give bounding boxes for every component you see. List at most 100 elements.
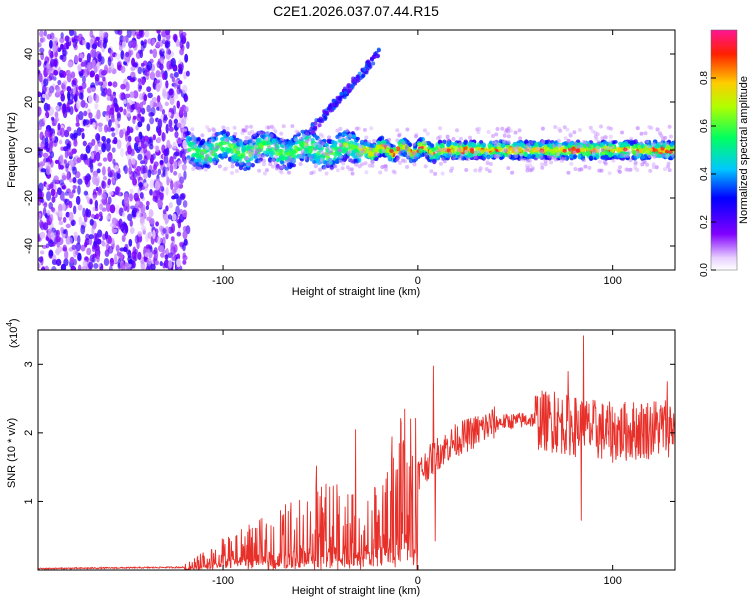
spectrogram-cell: [510, 170, 515, 175]
spectrogram-cell: [293, 137, 298, 142]
spectrogram-cell: [200, 151, 205, 156]
spectrogram-cell: [190, 127, 195, 132]
spectrogram-cell: [661, 153, 666, 158]
spectrogram-cell: [515, 144, 520, 149]
spectrogram-cell: [145, 200, 150, 207]
spectrogram-cell: [165, 80, 169, 89]
spectrogram-cell: [298, 154, 303, 159]
spectrogram-cell: [536, 146, 541, 151]
spectrogram-cell: [337, 132, 343, 137]
spectrogram-cell: [468, 135, 473, 140]
spectrogram-cell: [77, 37, 82, 42]
spectrogram-cell: [77, 234, 81, 245]
spectrogram-cell: [488, 162, 493, 167]
spectrogram-cell: [597, 159, 602, 164]
spectrogram-cell: [473, 151, 478, 156]
spectrogram-cell: [101, 166, 106, 176]
spectrogram-cell: [159, 63, 164, 71]
spectrogram-cell: [423, 128, 428, 133]
spectrogram-cell: [182, 200, 188, 208]
spectrogram-cell: [137, 251, 142, 261]
spectrogram-cell: [45, 243, 50, 249]
spectrogram-cell: [40, 140, 45, 150]
spectrogram-cell: [137, 146, 142, 151]
spectrogram-cell: [149, 100, 154, 108]
spectrogram-cell: [203, 163, 208, 168]
spectrogram-cell: [55, 229, 60, 237]
spectrogram-cell: [405, 164, 410, 169]
spectrogram-cell: [171, 195, 176, 200]
spectrogram-cell: [83, 68, 89, 78]
spectrogram-cell: [169, 164, 174, 174]
spectrogram-cell: [81, 82, 87, 90]
spectrogram-cell: [183, 116, 188, 121]
spectrogram-cell: [109, 169, 115, 178]
spectrogram-cell: [607, 152, 613, 158]
spectrogram-cell: [45, 147, 50, 152]
colorbar-tick-label: 0.0: [699, 263, 710, 277]
spectrogram-plot-area: [38, 30, 675, 270]
spectrogram-cell: [338, 97, 343, 102]
spectrogram-cell: [148, 138, 153, 144]
spectrogram-cell: [322, 152, 327, 157]
spectrogram-cell: [96, 109, 101, 120]
spectrogram-cell: [588, 125, 593, 130]
spectrogram-cell: [91, 43, 98, 50]
spectrogram-cell: [505, 144, 510, 149]
spectrogram-cell: [69, 237, 73, 245]
spectrogram-cell: [111, 132, 116, 138]
spectrogram-cell: [286, 170, 291, 175]
spectrogram-cell: [146, 86, 152, 93]
spectrogram-cell: [78, 216, 83, 226]
spectrogram-cell: [334, 158, 340, 165]
spectrogram-cell: [86, 247, 92, 256]
spectrogram-cell: [433, 171, 438, 176]
spectrogram-cell: [38, 124, 42, 131]
spectrogram-cell: [55, 247, 60, 256]
spectrogram-cell: [500, 126, 505, 131]
spectrogram-cell: [354, 126, 359, 131]
colorbar-tick-label: 0.2: [699, 215, 710, 229]
spectrogram-cell: [316, 151, 321, 156]
spectrogram-cell: [88, 237, 93, 246]
spectrogram-cell: [176, 86, 182, 95]
spectrogram-cell: [162, 209, 167, 215]
spectrogram-cell: [73, 129, 78, 140]
spectrogram-cell: [375, 151, 380, 156]
spectrogram-cell: [663, 135, 668, 140]
spectrogram-cell: [51, 133, 56, 142]
spectrogram-cell: [265, 141, 271, 146]
spectrogram-cell: [43, 78, 49, 87]
spectrogram-cell: [49, 151, 55, 159]
spectrogram-cell: [165, 32, 171, 41]
spectrogram-cell: [148, 111, 154, 118]
spectrogram-cell: [247, 136, 252, 141]
spectrogram-cell: [579, 144, 584, 149]
spectrogram-cell: [610, 145, 615, 150]
spectrogram-cell: [189, 160, 194, 165]
spectrogram-cell: [350, 84, 355, 89]
snr-y-label: SNR (10 * v/v): [6, 418, 18, 488]
spectrogram-cell: [92, 174, 97, 185]
spectrogram-cell: [571, 146, 576, 151]
spectrogram-cell: [153, 164, 157, 171]
spectrogram-cell: [86, 87, 92, 94]
spectrogram-cell: [163, 114, 168, 119]
colorbar-tick-label: 0.6: [699, 119, 710, 133]
spectrogram-cell: [176, 122, 182, 128]
spectrogram-cell: [142, 100, 147, 106]
spectrogram-cell: [38, 256, 44, 263]
spectrogram-cell: [250, 129, 255, 134]
spectrogram-cell: [108, 191, 114, 196]
spectrogram-cell: [154, 79, 158, 85]
spectrogram-cell: [457, 147, 462, 152]
spectrogram-cell: [503, 152, 509, 158]
spectrogram-cell: [639, 131, 644, 136]
spectrogram-cell: [222, 141, 228, 145]
spectrogram-cell: [247, 150, 252, 155]
spectrogram-cell: [308, 145, 313, 150]
spectrogram-cell: [327, 135, 332, 140]
spectrogram-cell: [107, 81, 113, 87]
spectrogram-cell: [384, 152, 390, 157]
spectrogram-cell: [175, 205, 180, 216]
